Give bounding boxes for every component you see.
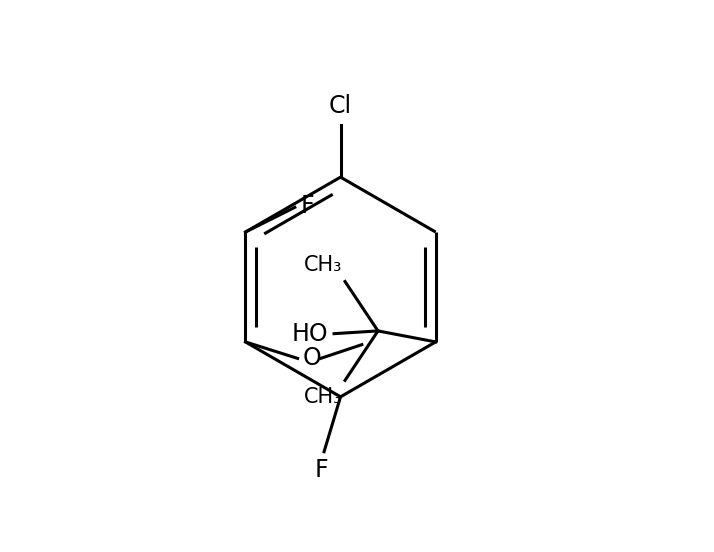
Text: O: O: [303, 347, 322, 370]
Text: Cl: Cl: [329, 94, 352, 118]
Text: F: F: [301, 194, 314, 218]
Text: F: F: [314, 458, 328, 482]
Text: CH₃: CH₃: [304, 255, 342, 275]
Text: CH₃: CH₃: [304, 387, 342, 407]
Text: HO: HO: [292, 322, 328, 346]
